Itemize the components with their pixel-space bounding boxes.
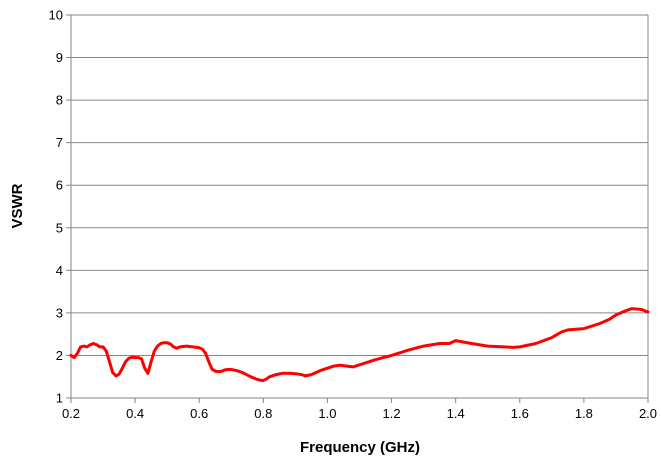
y-tick-label: 7: [56, 135, 63, 150]
y-tick-label: 3: [56, 305, 63, 320]
y-tick-label: 4: [56, 263, 63, 278]
y-tick-label: 1: [56, 391, 63, 406]
x-tick-label: 0.2: [62, 406, 80, 421]
axes: [66, 14, 649, 403]
x-tick-label: 1.4: [447, 406, 465, 421]
y-tick-label: 6: [56, 178, 63, 193]
x-tick-labels: 0.2 0.4 0.6 0.8 1.0 1.2 1.4 1.6 1.8 2.0: [62, 406, 657, 421]
x-tick-label: 0.6: [190, 406, 208, 421]
y-axis-title: VSWR: [9, 183, 26, 228]
series-layer: [69, 307, 650, 383]
x-tick-label: 1.8: [575, 406, 593, 421]
x-tick-label: 0.8: [254, 406, 272, 421]
y-tick-label: 5: [56, 220, 63, 235]
y-tick-label: 2: [56, 348, 63, 363]
y-tick-label: 9: [56, 50, 63, 65]
series-line-0: [69, 307, 650, 383]
y-tick-labels: 1 2 3 4 5 6 7 8 9 10: [49, 8, 63, 406]
x-tick-label: 1.6: [511, 406, 529, 421]
x-tick-label: 0.4: [126, 406, 144, 421]
x-tick-label: 2.0: [639, 406, 657, 421]
grid-lines: [71, 14, 648, 356]
x-tick-label: 1.2: [383, 406, 401, 421]
x-tick-label: 1.0: [318, 406, 336, 421]
y-tick-label: 8: [56, 93, 63, 108]
x-axis-title: Frequency (GHz): [300, 439, 420, 456]
y-tick-label: 10: [49, 8, 63, 23]
